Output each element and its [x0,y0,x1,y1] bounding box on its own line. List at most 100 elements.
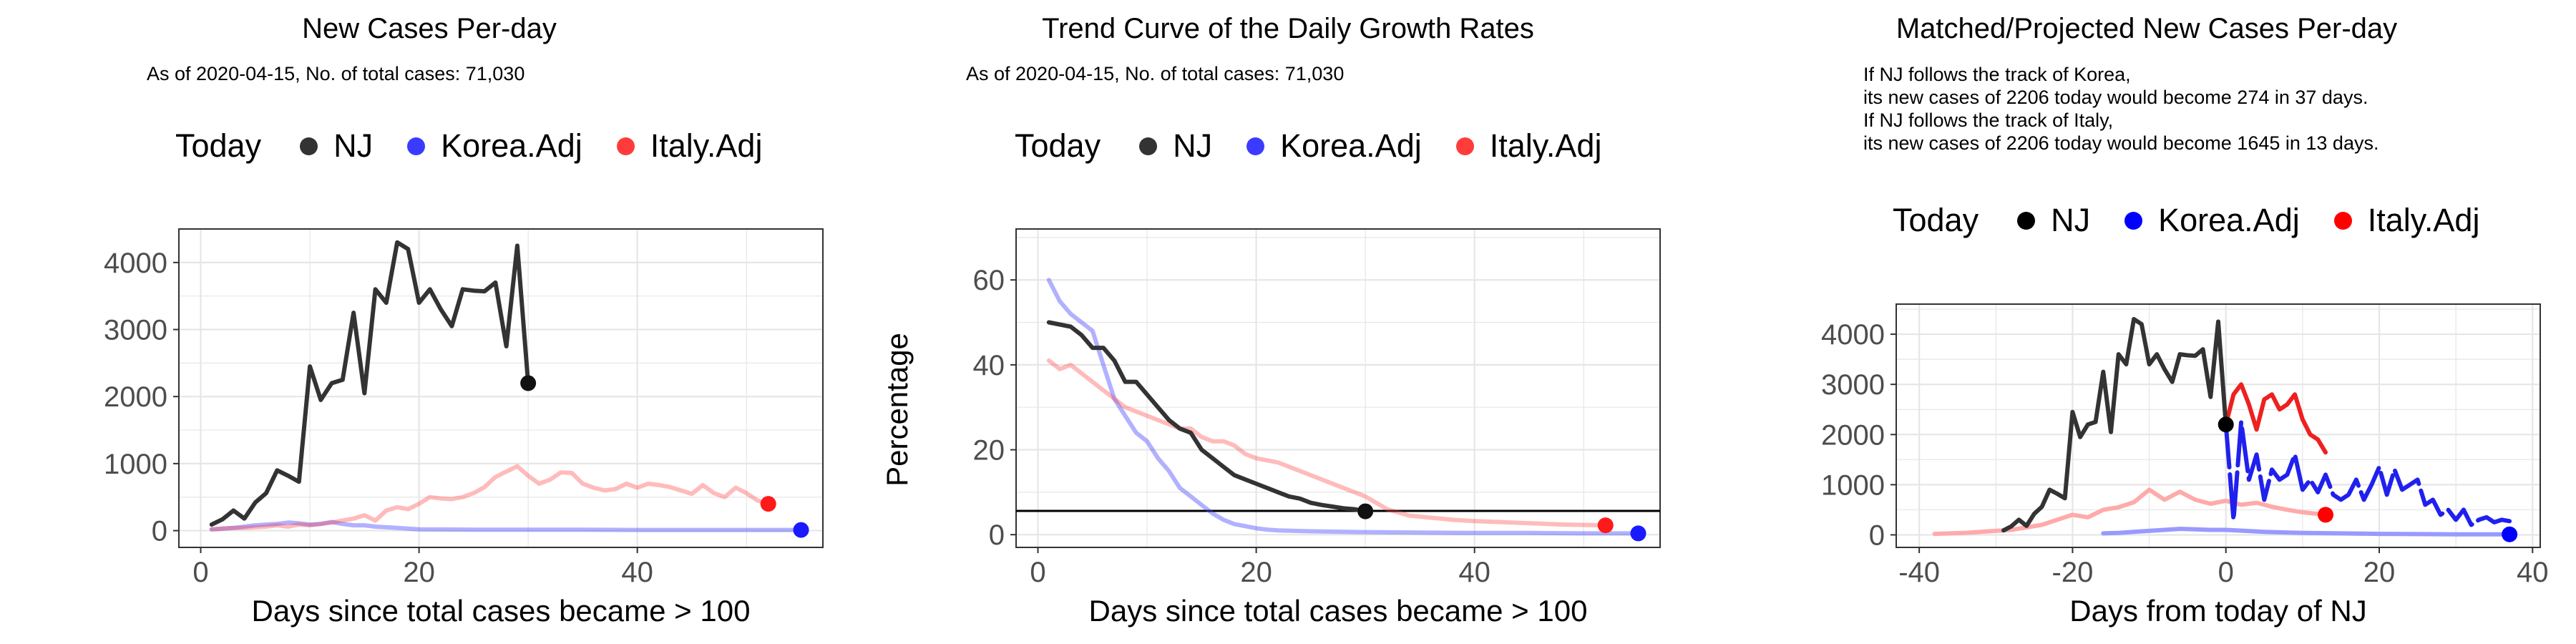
legend-dot-nj [2017,211,2036,230]
note-line-3: If NJ follows the track of Italy, [1863,109,2114,131]
legend-item-korea: Korea.Adj [407,127,582,165]
legend-item-italy: Italy.Adj [616,127,762,165]
series-line-italy-adj-matched [1932,487,2328,537]
legend-label-italy: Italy.Adj [1489,127,1602,164]
panel-growth-rates: Trend Curve of the Daily Growth Rates As… [859,0,1717,644]
legend-item-nj: NJ [300,127,373,165]
legend-title: Today [1015,127,1101,164]
point-today-italy-adj [1597,517,1614,534]
point-today-korea-adj [793,522,809,538]
y-tick-label: 60 [973,265,1005,296]
series-layer [1016,278,1660,536]
x-tick-label: 20 [403,557,435,588]
legend-label-nj: NJ [333,127,374,164]
y-tick-label: 0 [1869,519,1885,551]
series-line-korea-adj [209,519,804,532]
point-today-nj [2218,416,2234,433]
plot-border [1896,303,2541,548]
x-tick-label: 0 [192,557,208,588]
point-today-korea-adj [1630,525,1646,542]
series-line-italy-adj [1046,358,1608,528]
note-line-2: its new cases of 2206 today would become… [1863,87,2368,108]
legend-label-korea: Korea.Adj [1280,127,1422,164]
legend-label-korea: Korea.Adj [441,127,582,164]
legend-item-italy: Italy.Adj [2333,202,2480,239]
legend-label-nj: NJ [2051,202,2091,238]
y-tick-label: 20 [973,435,1005,467]
point-today-italy-adj [760,496,776,512]
x-tick-label: 40 [621,557,653,588]
grid [179,228,823,547]
series-line-korea-adj-matched [2101,527,2512,537]
series-line-italy-adj-projected [2223,382,2328,455]
series-layer [1932,317,2512,537]
x-tick-label: 20 [1240,557,1272,588]
legend: Today NJ Korea.Adj Italy.Adj [1893,202,2479,239]
y-tick-label: 0 [989,519,1005,551]
x-axis-label: Days since total cases became > 100 [252,594,751,628]
y-tick-label: 0 [152,516,167,547]
point-today-italy-adj-matched [2318,507,2333,523]
legend-dot-korea [2124,211,2143,230]
series-line-nj [2001,317,2228,533]
y-tick-label: 3000 [1821,369,1885,401]
y-tick-label: 40 [973,350,1005,381]
legend-item-nj: NJ [2017,202,2090,239]
panel-projected: Matched/Projected New Cases Per-day If N… [1717,0,2576,644]
legend-title: Today [1893,202,1979,238]
series-line-nj [209,240,531,527]
legend-dot-italy [616,137,635,155]
y-tick-label: 4000 [104,248,167,279]
y-tick-label: 1000 [104,449,167,480]
chart-subtitle: As of 2020-04-15, No. of total cases: 71… [966,63,1345,84]
y-tick-label: 2000 [1821,419,1885,451]
point-today-nj [1357,503,1374,519]
legend-item-italy: Italy.Adj [1455,127,1602,165]
legend-label-nj: NJ [1173,127,1213,164]
legend-dot-korea [1246,137,1265,155]
y-tick-label: 3000 [104,315,167,346]
chart-subtitle: As of 2020-04-15, No. of total cases: 71… [147,63,525,84]
plot-projected: -40 -20 0 20 40 0 1000 2000 3000 4000 Days from to… [1821,303,2549,628]
legend-title: Today [175,127,262,164]
point-today-korea-adj-projected [2502,526,2518,542]
plot-border [1015,228,1661,548]
plot-growth-rates: 0 20 40 0 20 40 60 Days since total cases becam… [880,228,1661,628]
x-tick-label: 0 [2218,557,2234,588]
x-tick-label: 0 [1030,557,1045,588]
legend-item-korea: Korea.Adj [1246,127,1422,165]
legend-item-nj: NJ [1139,127,1212,165]
x-tick-label: -40 [1898,557,1940,588]
y-axis-label: Percentage [880,333,914,487]
grid [1016,229,1660,547]
legend: Today NJ Korea.Adj Italy.Adj [175,127,762,165]
x-tick-label: 40 [1458,557,1491,588]
legend-dot-italy [1455,137,1474,155]
series-line-korea-adj-projected [2223,419,2512,527]
chart-title: Matched/Projected New Cases Per-day [1896,13,2398,44]
legend-item-korea: Korea.Adj [2124,202,2300,239]
legend: Today NJ Korea.Adj Italy.Adj [1015,127,1601,165]
series-line-italy-adj [209,464,771,532]
series-line-nj [1046,320,1368,514]
x-tick-label: 20 [2363,557,2396,588]
legend-dot-italy [2333,211,2352,230]
y-tick-label: 2000 [104,381,167,413]
note-line-4: its new cases of 2206 today would become… [1863,132,2379,154]
x-axis-label: Days since total cases became > 100 [1089,594,1588,628]
x-tick-label: 40 [2517,557,2549,588]
note-line-1: If NJ follows the track of Korea, [1863,64,2131,85]
series-layer [209,240,804,532]
plot-new-cases: 0 20 40 0 1000 2000 3000 4000 Days since total c… [104,228,824,628]
panel-new-cases: New Cases Per-day As of 2020-04-15, No. … [0,0,859,644]
legend-dot-nj [300,137,318,155]
plot-border [178,228,824,548]
legend-label-italy: Italy.Adj [2367,202,2480,238]
legend-dot-nj [1139,137,1158,155]
chart-title: Trend Curve of the Daily Growth Rates [1042,13,1534,44]
series-line-korea-adj [1046,278,1641,536]
x-axis-label: Days from today of NJ [2069,594,2366,628]
y-tick-label: 4000 [1821,319,1885,351]
point-today-nj [520,375,537,391]
chart-title: New Cases Per-day [302,13,557,44]
